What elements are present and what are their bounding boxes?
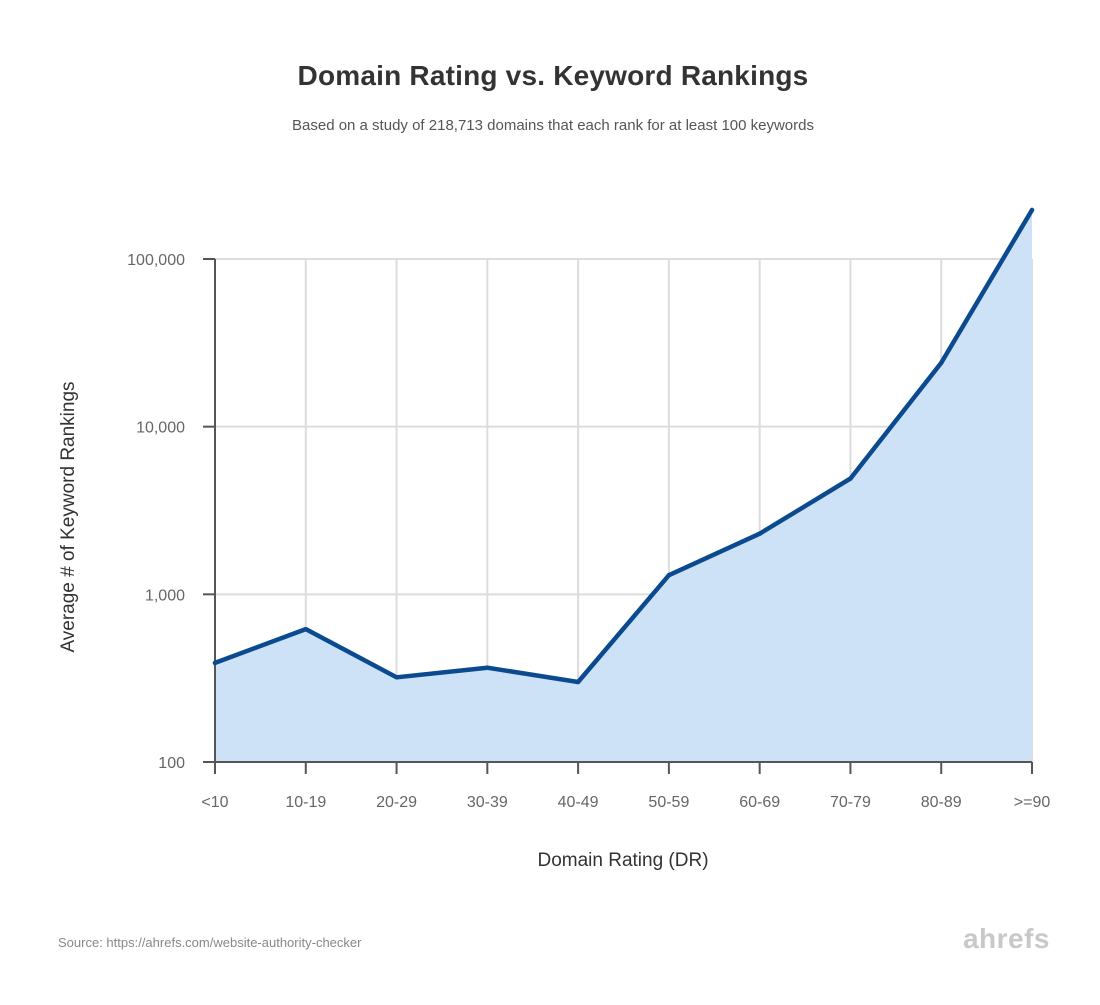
x-tick-label: 40-49 [558,794,599,811]
series-line [212,207,1035,685]
x-tick-label: 60-69 [739,794,780,811]
chart-title: Domain Rating vs. Keyword Rankings [297,60,809,91]
data-point [666,573,672,578]
axis-layer [203,258,1033,774]
x-axis-title: Domain Rating (DR) [537,850,708,871]
x-tick-label: 30-39 [467,794,508,811]
x-tick-label: 50-59 [648,794,689,811]
data-point [485,665,490,670]
x-tick-label: >=90 [1014,794,1051,811]
x-tick-label: <10 [201,794,228,811]
data-point [212,660,218,666]
label-layer: 100 1,000 10,000 100,000 <10 10-19 20-29 30-39 4… [127,207,1051,811]
data-point [848,476,853,481]
y-tick-label: 100 [158,755,185,772]
y-tick-label: 10,000 [136,420,185,437]
data-point [939,360,944,366]
x-tick-label: 80-89 [921,794,962,811]
data-point [575,679,581,685]
data-point [757,531,762,536]
y-axis-title: Average # of Keyword Rankings [58,381,79,652]
ahrefs-logo: ahrefs [962,923,1050,954]
data-point [394,675,399,680]
y-tick-label: 100,000 [127,252,185,269]
source-note: Source: https://ahrefs.com/website-autho… [58,935,362,950]
x-tick-label: 70-79 [830,794,871,811]
chart-subtitle: Based on a study of 218,713 domains that… [292,117,814,134]
y-tick-label: 1,000 [145,587,185,604]
area-fill [215,210,1032,762]
data-point [303,626,308,632]
x-tick-label: 20-29 [376,794,417,811]
data-point [1029,207,1035,213]
x-tick-label: 10-19 [285,794,326,811]
